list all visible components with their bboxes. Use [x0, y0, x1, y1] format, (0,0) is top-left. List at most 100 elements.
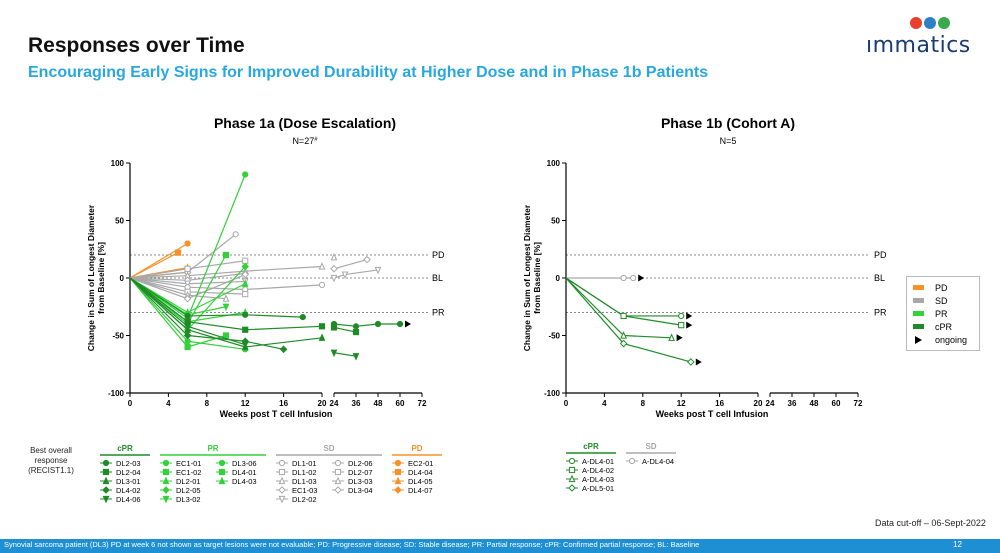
chart-subtitle: N=27#: [292, 136, 318, 146]
legend-patient-id: DL2-04: [116, 468, 141, 477]
data-point: [330, 274, 338, 283]
data-point: [222, 332, 230, 339]
legend-swatch-pd: [913, 285, 924, 290]
legend-patient-marker: [394, 476, 402, 485]
series-line-extended: [333, 352, 357, 357]
logo-dot-red: [910, 17, 922, 29]
data-point: [318, 333, 326, 341]
legend-patient-marker: [568, 474, 576, 483]
legend-patient-marker: [278, 495, 286, 504]
x-tick-label: 20: [318, 399, 327, 408]
phase-1a-chart: Phase 1a (Dose Escalation) N=27# PD BL PR 100…: [86, 115, 445, 504]
data-point: [184, 343, 191, 351]
logo-dot-blue: [924, 17, 936, 29]
y-tick-label: 0: [120, 274, 125, 283]
data-point: [184, 338, 191, 345]
data-point: [241, 270, 250, 279]
legend-patient-marker: [278, 459, 286, 467]
legend-item-ongoing: ongoing: [913, 333, 973, 346]
legend-patient-marker: [162, 459, 170, 467]
data-point: [241, 279, 249, 287]
x-tick-label: 48: [374, 399, 383, 408]
legend-patient-id: DL3-03: [348, 477, 373, 486]
chart-subtitle-sup: #: [314, 137, 318, 143]
legend-patient-id: DL1-03: [292, 477, 317, 486]
data-point: [352, 328, 360, 336]
data-point: [686, 358, 695, 366]
x-tick-label: 4: [602, 399, 607, 408]
legend-patient-marker: [102, 486, 110, 494]
series-line: [129, 242, 188, 279]
chart-title: Phase 1a (Dose Escalation): [214, 115, 396, 131]
x-tick-label: 8: [205, 399, 210, 408]
logo-dot-green: [938, 17, 950, 29]
legend-patient-marker: [394, 486, 402, 494]
data-point: [630, 274, 637, 282]
legend-patient-marker: [334, 476, 342, 485]
data-point: [242, 326, 249, 333]
legend-patient-marker: [278, 468, 286, 476]
data-point: [396, 320, 404, 328]
x-tick-label: 20: [754, 399, 763, 408]
legend-label-cpr: cPR: [935, 321, 953, 332]
legend-patient-id: DL2-01: [176, 477, 201, 486]
legend-patient-id: DL4-03: [232, 477, 257, 486]
y-axis-label: Change in Sum of Longest Diameterfrom Ba…: [522, 204, 542, 351]
legend-patient-marker: [218, 476, 226, 485]
legend-patient-marker: [278, 476, 286, 485]
data-point: [242, 257, 249, 264]
legend-patient-marker: [218, 468, 226, 476]
legend-group-title: SD: [323, 444, 334, 453]
reference-label-bl: BL: [432, 273, 443, 283]
legend-patient-id: DL4-01: [232, 468, 257, 477]
legend-patient-id: A-DL5-01: [582, 484, 614, 493]
legend-patient-id: DL4-04: [408, 468, 433, 477]
data-point: [668, 333, 675, 341]
ongoing-triangle-icon: [915, 335, 922, 344]
legend-patient-marker: [628, 457, 636, 465]
data-point: [363, 255, 371, 264]
data-point: [222, 303, 230, 312]
data-point: [279, 345, 288, 354]
legend-patient-marker: [162, 486, 170, 494]
logo-text: ımmatics: [866, 33, 971, 58]
data-point: [678, 312, 685, 320]
y-tick-label: 100: [547, 159, 561, 168]
chart-title: Phase 1b (Cohort A): [661, 115, 795, 131]
page-subtitle: Encouraging Early Signs for Improved Dur…: [28, 64, 709, 81]
legend-patient-id: DL3-02: [176, 495, 201, 504]
ongoing-marker: [686, 312, 693, 320]
legend-patient-marker: [568, 484, 576, 492]
legend-patient-marker: [162, 468, 170, 476]
data-point: [352, 323, 360, 330]
legend-patient-id: DL2-03: [116, 459, 141, 468]
legend-patient-id: DL4-06: [116, 495, 141, 504]
reference-label-pd: PD: [874, 250, 887, 260]
data-point: [318, 323, 326, 330]
x-axis-label: Weeks post T cell Infusion: [220, 409, 333, 419]
legend-patient-marker: [162, 495, 170, 504]
x-tick-label: 24: [766, 399, 775, 408]
legend-patient-id: A-DL4-04: [642, 457, 674, 466]
series-line-extended: [333, 326, 357, 333]
legend-patient-id: A-DL4-01: [582, 457, 614, 466]
x-tick-label: 0: [128, 399, 133, 408]
legend-swatch-sd: [913, 298, 924, 303]
legend-group-title: cPR: [117, 444, 133, 453]
x-tick-label: 60: [832, 399, 841, 408]
series-line: [129, 277, 323, 331]
legend-patient-id: A-DL4-02: [582, 466, 614, 475]
data-cutoff: Data cut-off – 06-Sept-2022: [875, 518, 986, 528]
legend-patient-marker: [334, 468, 342, 476]
y-axis-label: Change in Sum of Longest Diameterfrom Ba…: [86, 204, 106, 351]
page-title: Responses over Time: [28, 34, 245, 57]
legend-patient-marker: [394, 468, 402, 476]
series-line: [565, 277, 672, 339]
legend-patient-marker: [568, 457, 576, 465]
y-tick-label: -50: [112, 332, 124, 341]
x-tick-label: 48: [810, 399, 819, 408]
legend-group-title: PD: [411, 444, 422, 453]
legend-patient-id: DL4-07: [408, 486, 433, 495]
reference-label-bl: BL: [874, 273, 885, 283]
data-point: [184, 280, 191, 289]
